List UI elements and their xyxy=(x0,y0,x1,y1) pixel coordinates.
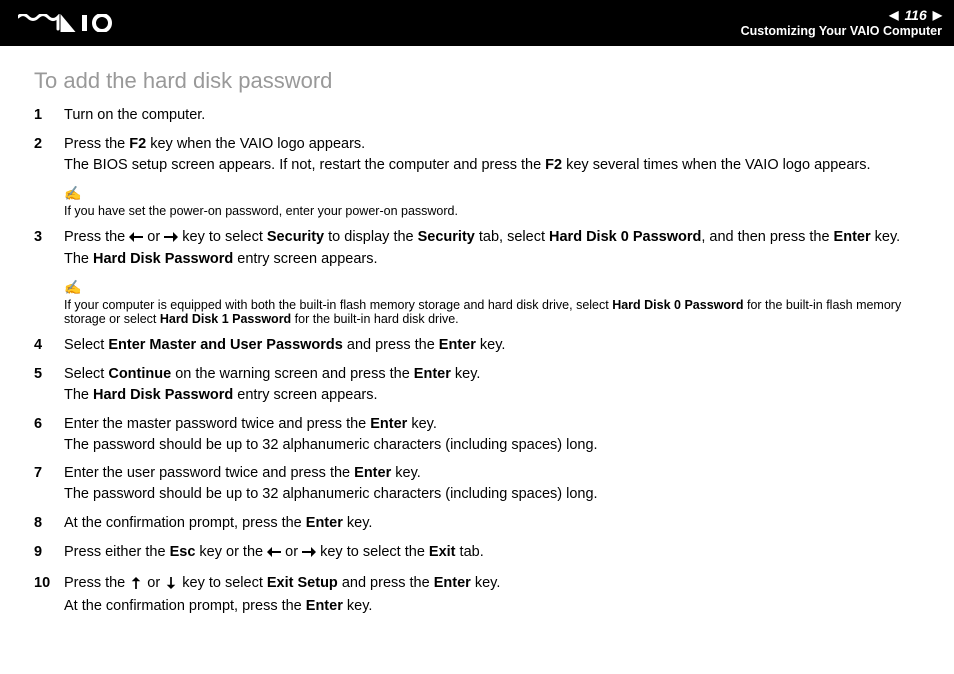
note: ✍ If your computer is equipped with both… xyxy=(64,279,920,326)
step-1: 1 Turn on the computer. xyxy=(34,106,920,127)
step-text: Turn on the computer. xyxy=(64,106,920,125)
step-text: Select Continue on the warning screen an… xyxy=(64,365,920,384)
step-number: 10 xyxy=(34,574,64,618)
step-4: 4 Select Enter Master and User Passwords… xyxy=(34,336,920,357)
step-3: 3 Press the or key to select Security to… xyxy=(34,228,920,272)
step-number: 3 xyxy=(34,228,64,272)
step-body: Enter the user password twice and press … xyxy=(64,464,920,506)
step-7: 7 Enter the user password twice and pres… xyxy=(34,464,920,506)
step-body: Press the or key to select Exit Setup an… xyxy=(64,574,920,618)
vaio-logo xyxy=(18,14,118,32)
step-text: The BIOS setup screen appears. If not, r… xyxy=(64,156,920,175)
step-number: 2 xyxy=(34,135,64,177)
page-number: 116 xyxy=(904,7,926,24)
step-8: 8 At the confirmation prompt, press the … xyxy=(34,514,920,535)
header-bar: ◀ 116 ▶ Customizing Your VAIO Computer xyxy=(0,0,954,46)
step-text: The password should be up to 32 alphanum… xyxy=(64,436,920,455)
header-right: ◀ 116 ▶ Customizing Your VAIO Computer xyxy=(741,7,942,39)
step-text: At the confirmation prompt, press the En… xyxy=(64,597,920,616)
step-body: Select Continue on the warning screen an… xyxy=(64,365,920,407)
step-number: 7 xyxy=(34,464,64,506)
step-body: Press either the Esc key or the or key t… xyxy=(64,543,920,566)
step-body: At the confirmation prompt, press the En… xyxy=(64,514,920,535)
step-text: The Hard Disk Password entry screen appe… xyxy=(64,386,920,405)
note-icon: ✍ xyxy=(64,279,81,296)
arrow-up-icon xyxy=(129,576,143,595)
content: To add the hard disk password 1 Turn on … xyxy=(0,46,954,646)
note-text: If your computer is equipped with both t… xyxy=(64,298,920,326)
step-text: Select Enter Master and User Passwords a… xyxy=(64,336,920,355)
prev-page-icon[interactable]: ◀ xyxy=(889,8,898,22)
step-text: Press the F2 key when the VAIO logo appe… xyxy=(64,135,920,154)
step-text: At the confirmation prompt, press the En… xyxy=(64,514,920,533)
next-page-icon[interactable]: ▶ xyxy=(933,8,942,22)
step-body: Enter the master password twice and pres… xyxy=(64,415,920,457)
arrow-right-icon xyxy=(302,545,316,564)
note-icon: ✍ xyxy=(64,185,81,202)
page-indicator: ◀ 116 ▶ xyxy=(741,7,942,24)
step-5: 5 Select Continue on the warning screen … xyxy=(34,365,920,407)
page-title: To add the hard disk password xyxy=(34,68,920,94)
step-body: Press the or key to select Security to d… xyxy=(64,228,920,272)
step-body: Select Enter Master and User Passwords a… xyxy=(64,336,920,357)
step-text: Enter the user password twice and press … xyxy=(64,464,920,483)
step-number: 5 xyxy=(34,365,64,407)
note-text: If you have set the power-on password, e… xyxy=(64,204,920,218)
arrow-left-icon xyxy=(267,545,281,564)
step-number: 9 xyxy=(34,543,64,566)
arrow-left-icon xyxy=(129,230,143,249)
step-2: 2 Press the F2 key when the VAIO logo ap… xyxy=(34,135,920,177)
page: ◀ 116 ▶ Customizing Your VAIO Computer T… xyxy=(0,0,954,674)
step-number: 8 xyxy=(34,514,64,535)
arrow-down-icon xyxy=(164,576,178,595)
step-body: Turn on the computer. xyxy=(64,106,920,127)
step-text: Enter the master password twice and pres… xyxy=(64,415,920,434)
arrow-right-icon xyxy=(164,230,178,249)
step-number: 4 xyxy=(34,336,64,357)
step-body: Press the F2 key when the VAIO logo appe… xyxy=(64,135,920,177)
step-text: The Hard Disk Password entry screen appe… xyxy=(64,250,920,269)
step-10: 10 Press the or key to select Exit Setup… xyxy=(34,574,920,618)
section-title: Customizing Your VAIO Computer xyxy=(741,24,942,39)
step-text: Press the or key to select Exit Setup an… xyxy=(64,574,920,595)
step-9: 9 Press either the Esc key or the or key… xyxy=(34,543,920,566)
step-text: The password should be up to 32 alphanum… xyxy=(64,485,920,504)
step-6: 6 Enter the master password twice and pr… xyxy=(34,415,920,457)
note: ✍ If you have set the power-on password,… xyxy=(64,185,920,218)
step-number: 6 xyxy=(34,415,64,457)
step-text: Press the or key to select Security to d… xyxy=(64,228,920,249)
step-text: Press either the Esc key or the or key t… xyxy=(64,543,920,564)
step-number: 1 xyxy=(34,106,64,127)
